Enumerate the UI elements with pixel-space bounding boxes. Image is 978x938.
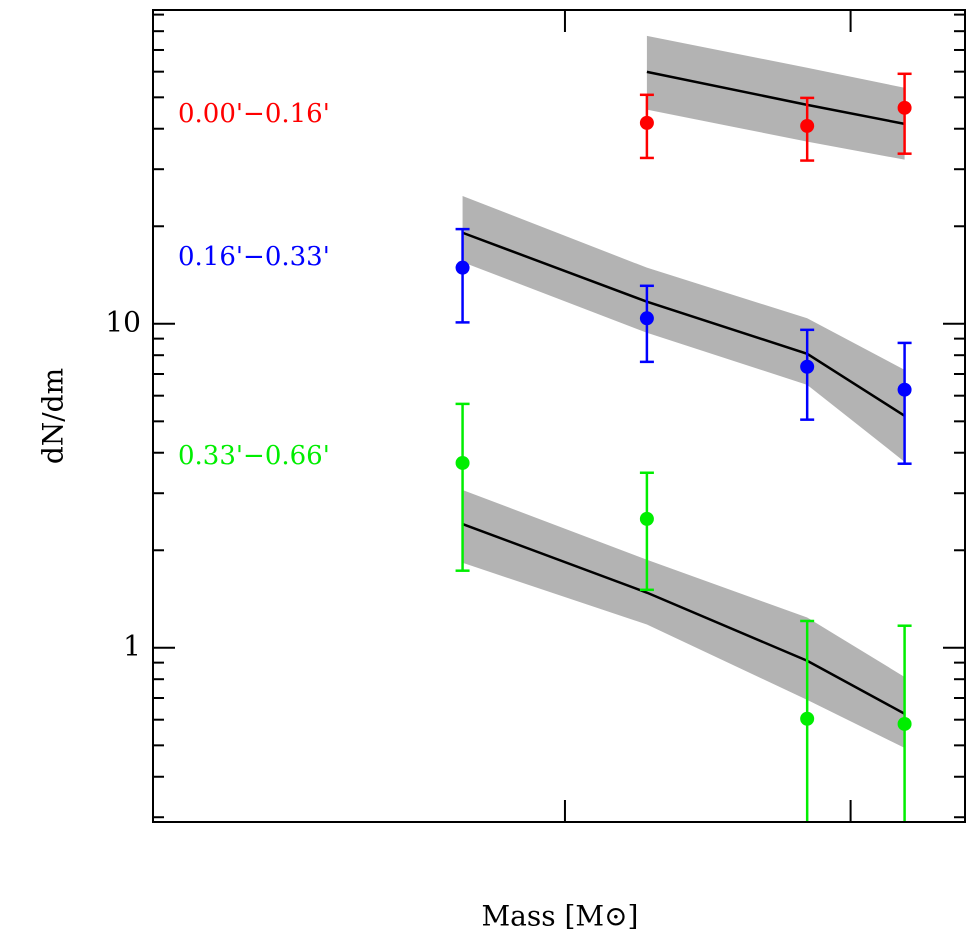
series-label: 0.33'−0.66' bbox=[178, 441, 330, 471]
plot-area bbox=[455, 35, 912, 822]
series-label: 0.00'−0.16' bbox=[178, 99, 330, 129]
data-point bbox=[639, 511, 654, 526]
data-point bbox=[455, 455, 470, 470]
data-point bbox=[897, 382, 912, 397]
y-tick-label: 10 bbox=[105, 305, 141, 338]
y-axis-label: dN/dm bbox=[37, 368, 70, 464]
series-label: 0.16'−0.33' bbox=[178, 242, 330, 272]
data-point bbox=[455, 260, 470, 275]
y-tick-label: 1 bbox=[123, 629, 141, 662]
data-point bbox=[639, 311, 654, 326]
data-point bbox=[800, 359, 815, 374]
data-point bbox=[639, 115, 654, 130]
axes-frame bbox=[152, 9, 966, 823]
model-band bbox=[462, 489, 905, 748]
model-band bbox=[462, 195, 905, 462]
data-point bbox=[897, 716, 912, 731]
data-point bbox=[897, 100, 912, 115]
data-point bbox=[800, 711, 815, 726]
data-point bbox=[800, 118, 815, 133]
x-axis-label: Mass [M⊙] bbox=[482, 900, 639, 933]
model-line bbox=[462, 231, 906, 417]
model-line bbox=[462, 522, 906, 715]
